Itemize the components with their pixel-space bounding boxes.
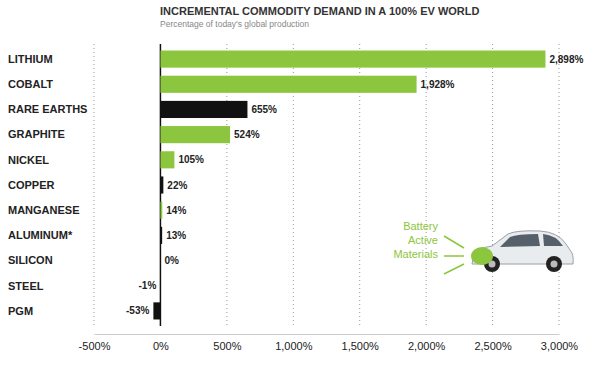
category-label: COBALT	[8, 78, 53, 90]
category-label: GRAPHITE	[8, 128, 65, 140]
bar	[160, 202, 162, 219]
tick-label: 1,000%	[275, 340, 313, 352]
tick-label: 500%	[213, 340, 241, 352]
data-label: -53%	[126, 305, 149, 316]
data-labels: 2,898% 1,928% 655% 524% 105% 22% 14% 13% 0% -1% -5…	[126, 54, 583, 317]
category-label: NICKEL	[8, 154, 49, 166]
category-label: COPPER	[8, 179, 55, 191]
car-wheel	[546, 256, 562, 272]
category-label: ALUMINUM*	[8, 229, 73, 241]
car-window	[500, 234, 540, 247]
bar	[160, 227, 162, 244]
annotation: BatteryActiveMaterials	[393, 220, 438, 260]
data-label: 2,898%	[549, 54, 583, 65]
bar	[153, 302, 160, 319]
grid-line	[559, 44, 560, 326]
connector	[444, 236, 464, 248]
data-label: 105%	[178, 154, 204, 165]
data-label: 14%	[166, 205, 186, 216]
data-label: 22%	[167, 180, 187, 191]
connector	[444, 264, 464, 274]
bars	[153, 51, 545, 320]
bar	[160, 101, 247, 118]
tick: 2,500%	[474, 334, 512, 352]
x-axis: -500% 0% 500% 1,000% 1,500% 2,000% 2,500% 3,000…	[79, 334, 579, 352]
data-label: 524%	[234, 129, 260, 140]
category-label: LITHIUM	[8, 53, 53, 65]
bar	[160, 76, 416, 93]
tick: 2,000%	[408, 334, 446, 352]
chart: INCREMENTAL COMMODITY DEMAND IN A 100% E…	[0, 0, 609, 375]
bar	[160, 126, 230, 143]
axis-line	[95, 334, 560, 335]
bar	[160, 277, 161, 294]
car-icon	[444, 231, 573, 274]
tick-label: -500%	[79, 340, 111, 352]
subtitle: Percentage of today's global production	[160, 19, 309, 29]
tick-label: 3,000%	[541, 340, 579, 352]
car-hub	[551, 261, 558, 268]
category-labels: LITHIUM COBALT RARE EARTHS GRAPHITE NICKEL CO…	[8, 53, 87, 317]
connector	[444, 255, 464, 257]
tick-label: 2,000%	[408, 340, 446, 352]
battery-marker	[471, 247, 493, 265]
grid-line	[492, 44, 493, 326]
category-label: STEEL	[8, 280, 44, 292]
grid	[94, 44, 559, 326]
data-label: 655%	[251, 104, 277, 115]
bar	[160, 176, 163, 193]
data-label: 1,928%	[421, 79, 455, 90]
category-label: MANGANESE	[8, 204, 80, 216]
tick-label: 0%	[153, 340, 169, 352]
data-label: 13%	[166, 230, 186, 241]
car-window	[543, 234, 563, 246]
tick: 500%	[213, 334, 241, 352]
title: INCREMENTAL COMMODITY DEMAND IN A 100% E…	[160, 5, 479, 17]
tick-label: 1,500%	[342, 340, 380, 352]
bar	[160, 151, 174, 168]
grid-line	[94, 44, 95, 326]
data-label: -1%	[138, 280, 156, 291]
category-label: PGM	[8, 305, 33, 317]
tick-label: 2,500%	[474, 340, 512, 352]
category-label: SILICON	[8, 254, 53, 266]
tick: 1,000%	[275, 334, 313, 352]
tick: 3,000%	[541, 334, 579, 352]
bar	[160, 51, 545, 68]
data-label: 0%	[164, 255, 179, 266]
tick: 1,500%	[342, 334, 380, 352]
tick: 0%	[153, 334, 169, 352]
category-label: RARE EARTHS	[8, 103, 87, 115]
bar	[160, 252, 161, 269]
tick: -500%	[79, 334, 111, 352]
